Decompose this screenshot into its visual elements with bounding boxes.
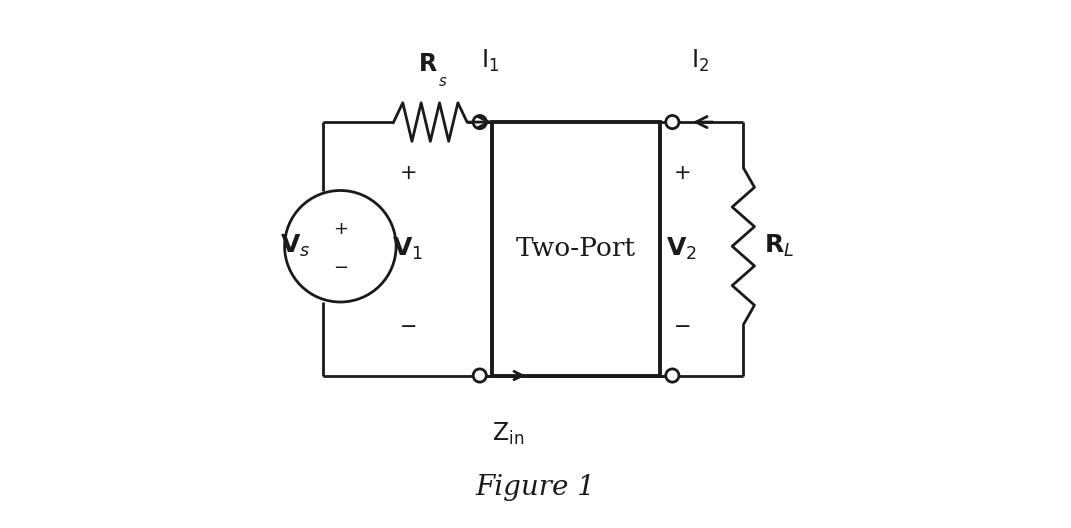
- Text: $+$: $+$: [333, 220, 348, 238]
- Text: $\mathrm{I}_1$: $\mathrm{I}_1$: [481, 48, 499, 74]
- Text: $\mathbf{R}$: $\mathbf{R}$: [418, 52, 438, 77]
- Text: $+$: $+$: [673, 163, 690, 183]
- Text: $\mathbf{V}_2$: $\mathbf{V}_2$: [666, 235, 697, 262]
- Bar: [493, 122, 660, 375]
- Text: $\mathrm{Z}_{\mathrm{in}}$: $\mathrm{Z}_{\mathrm{in}}$: [492, 421, 524, 447]
- Text: $-$: $-$: [398, 315, 417, 335]
- Circle shape: [666, 369, 679, 382]
- Text: $_{s}$: $_{s}$: [438, 69, 448, 89]
- Circle shape: [473, 369, 486, 382]
- Text: $\mathrm{I}_2$: $\mathrm{I}_2$: [691, 48, 709, 74]
- Text: $-$: $-$: [333, 257, 348, 275]
- Text: $\mathbf{V}_1$: $\mathbf{V}_1$: [392, 235, 423, 262]
- Text: $-$: $-$: [673, 315, 690, 335]
- Text: $+$: $+$: [398, 163, 417, 183]
- Circle shape: [289, 195, 391, 297]
- Text: Figure 1: Figure 1: [476, 474, 595, 501]
- Text: $\mathbf{V}_s$: $\mathbf{V}_s$: [280, 233, 310, 259]
- Circle shape: [666, 116, 679, 129]
- Text: $\mathbf{R}_L$: $\mathbf{R}_L$: [764, 233, 794, 259]
- Circle shape: [473, 116, 486, 129]
- Text: Two-Port: Two-Port: [516, 237, 636, 261]
